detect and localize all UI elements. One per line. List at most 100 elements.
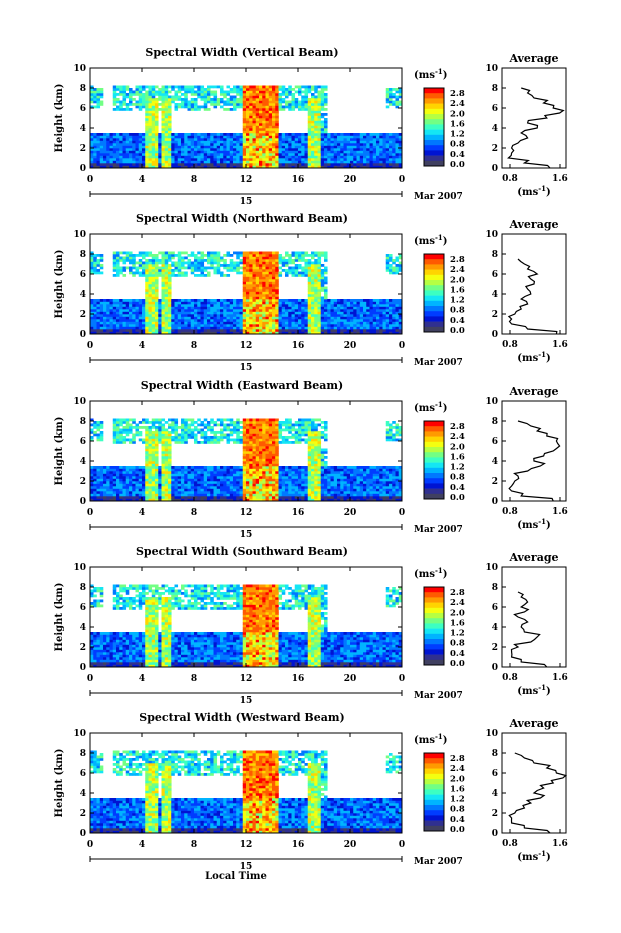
heatmap-cell	[132, 136, 136, 139]
heatmap-cell	[126, 322, 130, 325]
heatmap-cell	[132, 469, 136, 472]
heatmap-cell	[100, 491, 104, 494]
heatmap-cell	[152, 292, 156, 295]
heatmap-cell	[272, 136, 276, 139]
heatmap-cell	[314, 322, 318, 325]
heatmap-cell	[119, 103, 123, 106]
heatmap-cell	[272, 267, 276, 270]
heatmap-cell	[158, 474, 162, 477]
heatmap-cell	[386, 143, 390, 146]
heatmap-cell	[158, 304, 162, 307]
date-day: 15	[240, 197, 253, 207]
heatmap-cell	[162, 93, 166, 96]
heatmap-cell	[324, 146, 328, 149]
heatmap-cell	[204, 136, 208, 139]
heatmap-cell	[191, 309, 195, 312]
heatmap-cell	[233, 327, 237, 330]
heatmap-cell	[314, 267, 318, 270]
heatmap-cell	[386, 88, 390, 91]
heatmap-cell	[197, 329, 201, 332]
heatmap-cell	[253, 126, 257, 129]
heatmap-cell	[363, 327, 367, 330]
heatmap-cell	[334, 161, 338, 164]
heatmap-cell	[311, 317, 315, 320]
heatmap-cell	[389, 93, 393, 96]
heatmap-cell	[357, 136, 361, 139]
heatmap-cell	[240, 262, 244, 265]
heatmap-cell	[149, 471, 153, 474]
heatmap-cell	[262, 93, 266, 96]
heatmap-cell	[103, 299, 107, 302]
heatmap-cell	[158, 429, 162, 432]
heatmap-cell	[97, 484, 101, 487]
heatmap-cell	[262, 98, 266, 101]
heatmap-cell	[379, 141, 383, 144]
heatmap-cell	[272, 279, 276, 282]
heatmap-cell	[366, 299, 370, 302]
heatmap-cell	[324, 319, 328, 322]
heatmap-cell	[197, 317, 201, 320]
heatmap-cell	[376, 156, 380, 159]
heatmap-cell	[292, 304, 296, 307]
heatmap-cell	[181, 252, 185, 255]
heatmap-cell	[269, 317, 273, 320]
heatmap-cell	[318, 254, 322, 257]
heatmap-cell	[204, 322, 208, 325]
heatmap-cell	[123, 108, 127, 111]
heatmap-cell	[366, 143, 370, 146]
heatmap-cell	[311, 101, 315, 104]
heatmap-cell	[292, 252, 296, 255]
heatmap-cell	[158, 146, 162, 149]
heatmap-cell	[256, 106, 260, 109]
heatmap-cell	[259, 118, 263, 121]
heatmap-cell	[149, 138, 153, 141]
heatmap-cell	[334, 156, 338, 159]
heatmap-cell	[292, 272, 296, 275]
heatmap-cell	[292, 141, 296, 144]
heatmap-cell	[246, 289, 250, 292]
heatmap-cell	[119, 106, 123, 109]
heatmap-cell	[311, 327, 315, 330]
heatmap-cell	[152, 329, 156, 332]
heatmap-cell	[165, 96, 169, 99]
heatmap-cell	[204, 146, 208, 149]
heatmap-cell	[233, 106, 237, 109]
heatmap-cell	[314, 299, 318, 302]
heatmap-cell	[139, 481, 143, 484]
heatmap-cell	[123, 158, 127, 161]
heatmap-cell	[97, 103, 101, 106]
heatmap-cell	[272, 96, 276, 99]
heatmap-cell	[256, 103, 260, 106]
heatmap-cell	[246, 329, 250, 332]
heatmap-cell	[262, 111, 266, 114]
heatmap-cell	[259, 324, 263, 327]
heatmap-cell	[197, 96, 201, 99]
heatmap-cell	[139, 489, 143, 492]
heatmap-cell	[106, 324, 110, 327]
heatmap-cell	[253, 319, 257, 322]
heatmap-cell	[145, 269, 149, 272]
heatmap-cell	[396, 91, 400, 94]
heatmap-cell	[253, 297, 257, 300]
heatmap-cell	[314, 314, 318, 317]
heatmap-cell	[184, 146, 188, 149]
heatmap-cell	[171, 269, 175, 272]
heatmap-cell	[152, 314, 156, 317]
heatmap-cell	[353, 153, 357, 156]
heatmap-cell	[181, 259, 185, 262]
heatmap-cell	[275, 113, 279, 116]
heatmap-cell	[331, 319, 335, 322]
heatmap-cell	[145, 277, 149, 280]
y-tick-label: 10	[73, 64, 86, 74]
heatmap-cell	[168, 257, 172, 260]
heatmap-cell	[386, 299, 390, 302]
heatmap-cell	[126, 146, 130, 149]
heatmap-cell	[308, 309, 312, 312]
heatmap-cell	[155, 466, 159, 469]
heatmap-cell	[275, 98, 279, 101]
heatmap-cell	[181, 262, 185, 265]
heatmap-cell	[220, 146, 224, 149]
heatmap-cell	[298, 161, 302, 164]
heatmap-cell	[90, 484, 94, 487]
heatmap-cell	[279, 151, 283, 154]
